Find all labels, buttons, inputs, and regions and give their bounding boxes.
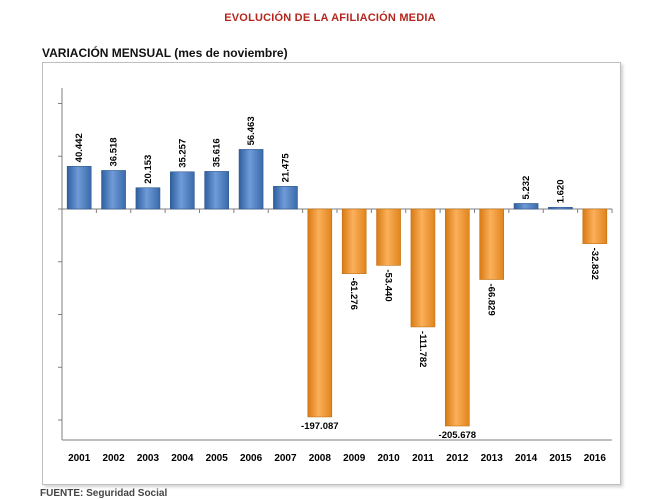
x-tick-label-2007: 2007 bbox=[274, 453, 297, 464]
x-tick-label-2004: 2004 bbox=[171, 453, 194, 464]
bar-2001 bbox=[66, 166, 92, 210]
value-label-2006: 56.463 bbox=[246, 116, 257, 145]
value-label-2003: 20.153 bbox=[143, 155, 154, 184]
bar-2009 bbox=[341, 208, 367, 274]
bar-2011 bbox=[410, 208, 436, 328]
category-labels: 2001 2002 2003 2004 2005 2006 2007 2008 2009 2010… bbox=[68, 453, 606, 464]
value-label-2007: 21.475 bbox=[280, 153, 291, 183]
value-label-2005: 35.616 bbox=[212, 138, 223, 167]
y-axis-ticks bbox=[58, 103, 613, 421]
x-tick-label-2003: 2003 bbox=[137, 453, 160, 464]
bar-2002 bbox=[101, 170, 126, 210]
bar-2007 bbox=[273, 186, 298, 210]
value-label-2008: -197.087 bbox=[301, 421, 339, 432]
source-footnote: FUENTE: Seguridad Social bbox=[40, 488, 168, 499]
value-label-2009: -61.276 bbox=[348, 278, 359, 310]
bar-2006 bbox=[238, 149, 264, 210]
value-label-2002: 36.518 bbox=[109, 137, 120, 166]
value-labels: 40.442 36.518 20.153 35.257 35.616 56.463 21.4… bbox=[74, 116, 600, 441]
bar-2016 bbox=[582, 208, 608, 244]
value-label-2010: -53.440 bbox=[383, 269, 394, 301]
x-tick-label-2014: 2014 bbox=[515, 453, 538, 464]
value-label-2012: -205.678 bbox=[439, 430, 477, 441]
x-tick-label-2009: 2009 bbox=[343, 453, 366, 464]
x-tick-label-2002: 2002 bbox=[102, 453, 125, 464]
value-label-2001: 40.442 bbox=[74, 133, 85, 162]
x-tick-label-2016: 2016 bbox=[584, 453, 607, 464]
x-tick-label-2015: 2015 bbox=[549, 453, 572, 464]
value-label-2016: -32.832 bbox=[589, 248, 600, 280]
bar-2005 bbox=[204, 171, 229, 210]
chart-subtitle: VARIACIÓN MENSUAL (mes de noviembre) bbox=[42, 46, 288, 60]
x-tick-label-2010: 2010 bbox=[377, 453, 400, 464]
bar-2003 bbox=[135, 187, 161, 210]
value-label-2011: -111.782 bbox=[417, 331, 428, 367]
x-tick-label-2013: 2013 bbox=[481, 453, 504, 464]
x-tick-label-2011: 2011 bbox=[412, 453, 434, 464]
bar-2014 bbox=[513, 203, 539, 210]
value-label-2015: 1.620 bbox=[555, 180, 566, 204]
bar-2015 bbox=[548, 206, 573, 210]
main-title: EVOLUCIÓN DE LA AFILIACIÓN MEDIA bbox=[224, 12, 436, 24]
x-tick-label-2012: 2012 bbox=[446, 453, 469, 464]
bar-2008 bbox=[307, 208, 333, 418]
bar-2004 bbox=[170, 171, 195, 210]
bar-2013 bbox=[479, 208, 504, 280]
x-tick-label-2001: 2001 bbox=[68, 453, 91, 464]
value-label-2013: -66.829 bbox=[486, 284, 497, 316]
bar-series bbox=[66, 149, 608, 427]
x-tick-label-2008: 2008 bbox=[309, 453, 332, 464]
value-label-2004: 35.257 bbox=[177, 139, 188, 168]
bar-2012 bbox=[445, 208, 470, 427]
bar-2010 bbox=[376, 208, 401, 266]
value-label-2014: 5.232 bbox=[521, 176, 532, 200]
x-tick-label-2006: 2006 bbox=[240, 453, 263, 464]
x-tick-label-2005: 2005 bbox=[206, 453, 229, 464]
